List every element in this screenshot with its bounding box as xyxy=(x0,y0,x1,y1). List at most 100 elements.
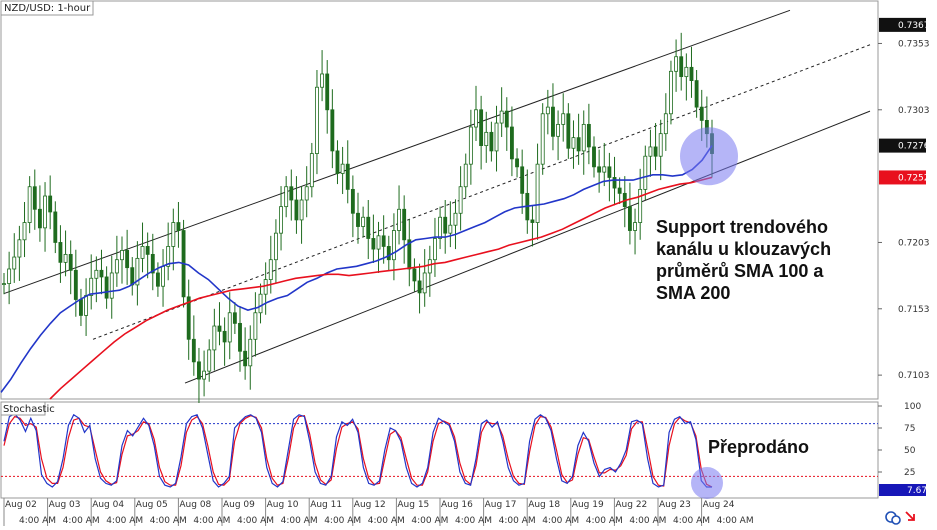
time-axis-ticks: Aug 02 Aug 03 Aug 04 Aug 05 Aug 08 Aug 09 Aug … xyxy=(3,498,754,526)
date-tick-label: Aug 05 xyxy=(136,500,168,510)
date-tick-label: Aug 17 xyxy=(485,500,517,510)
channel-upper-line xyxy=(3,9,791,295)
date-tick-label: Aug 22 xyxy=(615,500,647,510)
candle-body xyxy=(2,283,6,285)
candle-body xyxy=(617,187,622,194)
price-tick-label: 0.7353 xyxy=(898,39,930,49)
candle-body xyxy=(699,106,704,121)
candle-body xyxy=(340,163,345,174)
candle-body xyxy=(407,239,412,270)
candle-body xyxy=(648,146,653,157)
stochastic-axis-ticks: 100 75 50 25 7.67 xyxy=(878,402,927,496)
date-tick-label: Aug 11 xyxy=(310,500,342,510)
candle-body xyxy=(248,338,253,367)
trend-channel-lines xyxy=(3,9,871,384)
candle-body xyxy=(120,250,124,261)
candle-body xyxy=(571,137,576,149)
candle-body xyxy=(453,212,458,226)
candle-body xyxy=(581,123,586,152)
candle-body xyxy=(474,109,478,128)
candle-body xyxy=(602,166,607,173)
candle-body xyxy=(58,242,63,263)
price-badge xyxy=(879,138,926,153)
candle-body xyxy=(207,349,212,372)
candle-body xyxy=(391,230,396,261)
time-tick-label: 4:00 AM xyxy=(63,516,100,526)
candle-body xyxy=(576,137,581,152)
candle-body xyxy=(197,361,201,380)
candle-body xyxy=(658,133,663,157)
candle-body xyxy=(371,238,376,250)
candle-body xyxy=(458,186,463,214)
candle-body xyxy=(386,246,391,261)
candle-body xyxy=(540,113,545,165)
candle-body xyxy=(202,370,207,380)
candle-body xyxy=(12,256,17,270)
candle-body xyxy=(694,80,699,108)
candle-body xyxy=(279,206,283,234)
candle-body xyxy=(427,259,432,274)
candle-body xyxy=(63,253,68,263)
collapse-arrow-icon[interactable] xyxy=(905,511,915,521)
candle-body xyxy=(561,113,566,125)
time-tick-label: 4:00 AM xyxy=(150,516,187,526)
candle-body xyxy=(258,293,263,314)
candle-body xyxy=(99,269,104,278)
candle-body xyxy=(663,113,668,135)
candle-body xyxy=(479,109,484,147)
time-tick-label: 4:00 AM xyxy=(324,516,361,526)
stochastic-value-badge xyxy=(879,484,926,496)
stochastic-plot-frame xyxy=(0,401,879,499)
candle-body xyxy=(89,277,94,296)
candle-body xyxy=(499,110,504,124)
candle-body xyxy=(227,312,232,343)
candle-body xyxy=(294,199,299,221)
candle-body xyxy=(551,106,555,137)
stochastic-k-line xyxy=(3,413,712,488)
candle-body xyxy=(463,163,468,188)
main-plot-frame xyxy=(0,0,879,400)
time-tick-label: 4:00 AM xyxy=(717,516,754,526)
candle-body xyxy=(212,325,217,351)
sync-icon[interactable] xyxy=(885,511,901,525)
oversold-annotation-text: Přeprodáno xyxy=(708,437,809,457)
candle-body xyxy=(592,146,596,168)
candle-body xyxy=(504,110,509,128)
candle-body xyxy=(381,235,386,247)
candle-body xyxy=(243,350,248,367)
candle-body xyxy=(94,269,99,279)
candle-body xyxy=(653,146,658,157)
candle-body xyxy=(633,222,637,231)
candle-body xyxy=(566,113,571,149)
candle-body xyxy=(114,259,119,274)
support-annotation-line-4: SMA 200 xyxy=(656,283,730,303)
stochastic-tick-label: 25 xyxy=(904,468,915,478)
price-badge-label: 0.7252 xyxy=(898,173,930,183)
moving-averages xyxy=(0,145,713,400)
time-tick-label: 4:00 AM xyxy=(455,516,492,526)
support-annotation-line-1: Support trendového xyxy=(656,217,828,237)
price-tick-label: 0.7303 xyxy=(898,106,930,116)
candle-body xyxy=(109,272,114,299)
candle-body xyxy=(17,239,22,258)
sma200-line xyxy=(49,176,713,400)
stochastic-title-box xyxy=(0,401,46,416)
candle-body xyxy=(273,232,278,261)
candle-body xyxy=(320,73,325,88)
candle-body xyxy=(232,312,237,324)
chart-title: NZD/USD: 1-hour xyxy=(4,3,91,14)
support-annotation-line-3: průměrů SMA 100 a xyxy=(656,261,824,281)
price-badges: 0.7367 0.7276 0.7252 xyxy=(879,17,930,185)
stochastic-tick-label: 50 xyxy=(904,446,916,456)
time-tick-label: 4:00 AM xyxy=(368,516,405,526)
candle-body xyxy=(299,199,304,221)
time-tick-label: 4:00 AM xyxy=(499,516,536,526)
candle-body xyxy=(612,177,617,189)
time-tick-label: 4:00 AM xyxy=(193,516,230,526)
date-tick-label: Aug 23 xyxy=(659,500,691,510)
candle-body xyxy=(222,330,227,343)
candle-body xyxy=(433,238,437,261)
candle-body xyxy=(191,338,196,363)
candle-body xyxy=(140,246,145,259)
channel-lower-line xyxy=(184,110,871,384)
